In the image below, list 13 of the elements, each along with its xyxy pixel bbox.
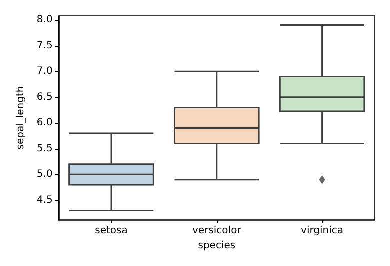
y-tick-label: 5.5 xyxy=(36,143,53,154)
x-tick-label: virginica xyxy=(301,226,344,236)
y-tick-label: 6.5 xyxy=(36,92,53,103)
y-tick-label: 8.0 xyxy=(36,14,53,26)
y-tick-label: 7.0 xyxy=(36,66,53,78)
x-tick-label: setosa xyxy=(95,226,128,236)
x-axis-title: species xyxy=(198,240,236,252)
y-tick-label: 4.5 xyxy=(36,194,53,206)
y-tick-label: 7.5 xyxy=(36,40,53,52)
y-axis-title: sepal_length xyxy=(16,86,26,150)
x-tick-label: versicolor xyxy=(192,226,242,236)
y-tick-label: 6.0 xyxy=(36,118,53,129)
y-tick-label: 5.0 xyxy=(36,169,53,180)
